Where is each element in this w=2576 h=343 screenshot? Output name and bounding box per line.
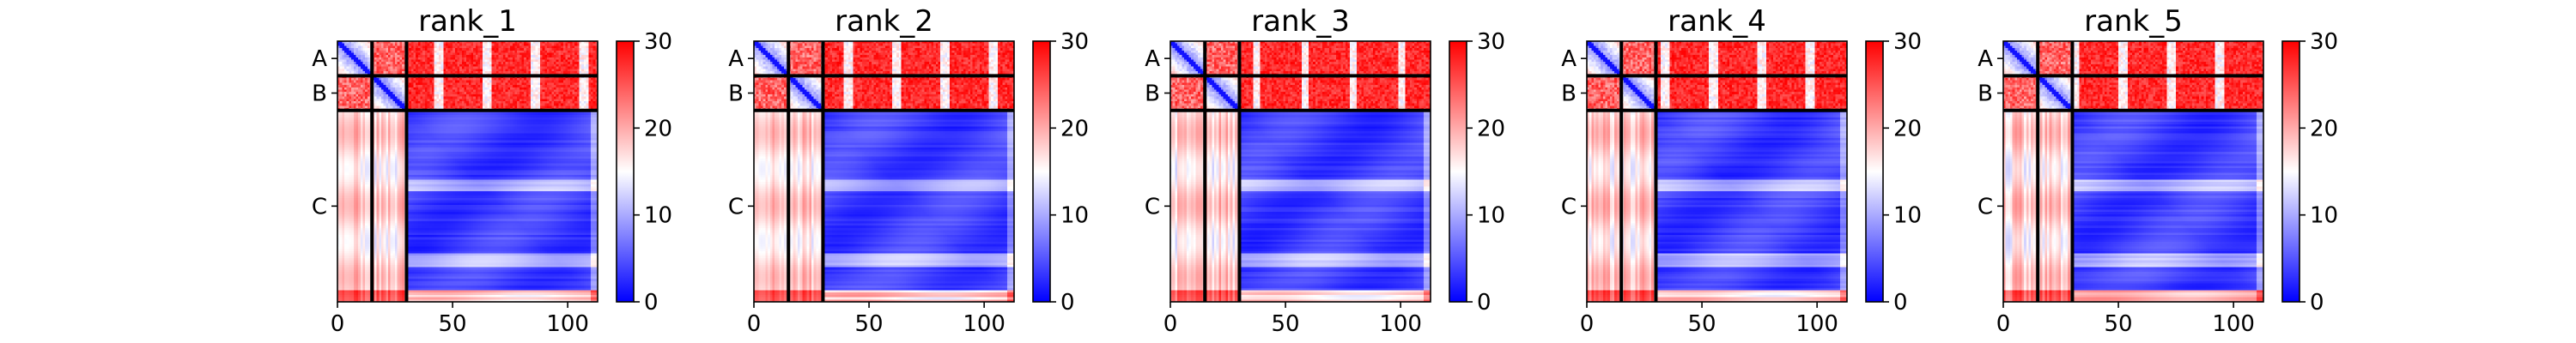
x-tick-label: 50 xyxy=(1688,311,1716,337)
panel-title: rank_5 xyxy=(2084,4,2183,39)
x-tick-label: 0 xyxy=(1580,311,1595,337)
panel-rank_2: rank_2 AB C 0 50 100 0 10 20 30 xyxy=(728,4,1089,337)
colorbar-tick-label: 20 xyxy=(1477,116,1505,141)
colorbar xyxy=(1449,41,1467,302)
x-tick-label: 100 xyxy=(963,311,1005,337)
colorbar-tick-label: 10 xyxy=(1477,203,1505,229)
colorbar-tick-label: 20 xyxy=(1893,116,1922,141)
heatmap-cells xyxy=(1587,41,1848,303)
chain-label-A: A xyxy=(1978,46,1993,72)
colorbar-tick-label: 0 xyxy=(1060,290,1075,316)
chain-label-B: B xyxy=(312,81,327,107)
colorbar xyxy=(1033,41,1050,302)
x-tick-label: 50 xyxy=(1272,311,1300,337)
panel-title: rank_4 xyxy=(1668,4,1766,39)
panel-rank_4: rank_4 AB C 0 50 100 0 10 20 30 xyxy=(1561,4,1922,337)
panel-title: rank_1 xyxy=(418,4,517,39)
colorbar-tick-label: 10 xyxy=(1893,203,1922,229)
chain-label-A: A xyxy=(728,46,744,72)
chain-label-A: A xyxy=(1145,46,1160,72)
colorbar-tick-label: 30 xyxy=(644,29,672,55)
chain-label-A: A xyxy=(1561,46,1577,72)
heatmap-cells xyxy=(337,41,598,303)
chain-label-C: C xyxy=(312,194,327,220)
colorbar-tick-label: 30 xyxy=(2310,29,2338,55)
colorbar xyxy=(617,41,634,302)
chain-label-B: B xyxy=(1978,81,1993,107)
x-tick-label: 50 xyxy=(2105,311,2133,337)
chain-label-A: A xyxy=(312,46,327,72)
x-tick-label: 100 xyxy=(1379,311,1422,337)
x-tick-label: 0 xyxy=(331,311,345,337)
heatmap-cells xyxy=(754,41,1015,303)
panel-title: rank_2 xyxy=(835,4,933,39)
panel-rank_3: rank_3 AB C 0 50 100 0 10 20 30 xyxy=(1145,4,1505,337)
colorbar-tick-label: 20 xyxy=(1060,116,1089,141)
chain-label-C: C xyxy=(1145,194,1160,220)
panel-rank_5: rank_5 AB C 0 50 100 0 10 20 30 xyxy=(1978,4,2338,337)
panel-title: rank_3 xyxy=(1251,4,1350,39)
colorbar-tick-label: 0 xyxy=(2310,290,2324,316)
colorbar-tick-label: 10 xyxy=(2310,203,2338,229)
chain-label-B: B xyxy=(728,81,744,107)
heatmap-cells xyxy=(1170,41,1431,303)
chain-label-B: B xyxy=(1561,81,1577,107)
chain-label-C: C xyxy=(1978,194,1993,220)
chain-label-C: C xyxy=(1561,194,1577,220)
x-tick-label: 50 xyxy=(439,311,467,337)
panel-rank_1: rank_1 AB C 0 50 100 0 10 20 30 xyxy=(312,4,672,337)
x-tick-label: 100 xyxy=(546,311,589,337)
heatmap-cells xyxy=(2003,41,2264,303)
colorbar-tick-label: 20 xyxy=(644,116,672,141)
colorbar-tick-label: 20 xyxy=(2310,116,2338,141)
colorbar-tick-label: 0 xyxy=(1893,290,1908,316)
colorbar xyxy=(2282,41,2300,302)
colorbar-tick-label: 30 xyxy=(1893,29,1922,55)
colorbar-tick-label: 0 xyxy=(1477,290,1492,316)
chain-label-B: B xyxy=(1145,81,1160,107)
colorbar xyxy=(1866,41,1883,302)
colorbar-tick-label: 0 xyxy=(644,290,659,316)
chain-label-C: C xyxy=(728,194,744,220)
x-tick-label: 0 xyxy=(1163,311,1178,337)
colorbar-tick-label: 30 xyxy=(1060,29,1089,55)
x-tick-label: 100 xyxy=(1795,311,1838,337)
x-tick-label: 0 xyxy=(1996,311,2011,337)
x-tick-label: 50 xyxy=(855,311,884,337)
x-tick-label: 0 xyxy=(747,311,762,337)
colorbar-tick-label: 30 xyxy=(1477,29,1505,55)
colorbar-tick-label: 10 xyxy=(644,203,672,229)
colorbar-tick-label: 10 xyxy=(1060,203,1089,229)
x-tick-label: 100 xyxy=(2212,311,2255,337)
